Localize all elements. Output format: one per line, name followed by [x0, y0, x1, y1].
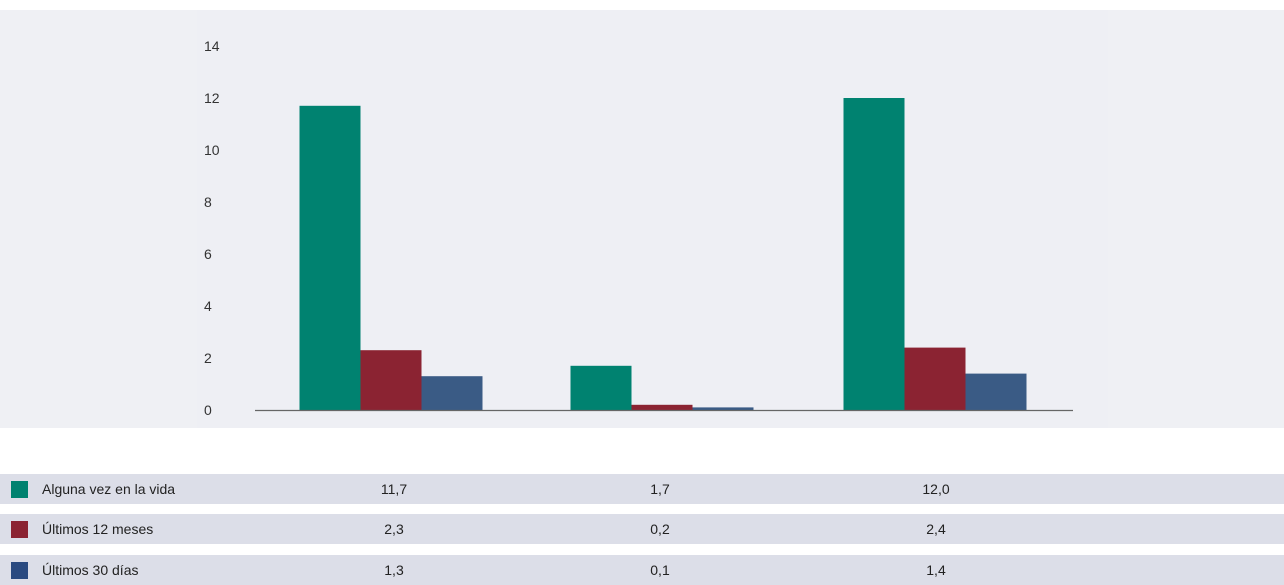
row-label: Últimos 12 meses: [42, 521, 154, 537]
table-row: Últimos 12 meses 2,3 0,2 2,4: [0, 514, 1284, 544]
bar-series-3: [692, 407, 754, 410]
row-label: Últimos 30 días: [42, 562, 139, 578]
table-cell: 11,7: [380, 481, 408, 497]
table-cell: 1,7: [650, 481, 670, 497]
legend-swatch-series-3: [11, 562, 28, 579]
bar-series-3: [421, 376, 483, 410]
table-row: Últimos 30 días 1,3 0,1 1,4: [0, 555, 1284, 585]
y-tick-label: 12: [204, 90, 220, 106]
row-label: Alguna vez en la vida: [42, 481, 176, 497]
bar-series-2: [904, 347, 966, 410]
table-cell: 1,3: [384, 562, 404, 578]
bar-series-1: [570, 365, 632, 410]
table-cell: 0,2: [650, 521, 670, 537]
bar-series-3: [965, 373, 1027, 410]
bar-series-2: [360, 350, 422, 410]
bar-series-1: [299, 105, 361, 411]
table-row: Alguna vez en la vida 11,7 1,7 12,0: [0, 474, 1284, 504]
y-tick-label: 2: [204, 350, 212, 366]
bar-series-2: [631, 404, 693, 410]
table-cell: 2,3: [384, 521, 404, 537]
y-tick-label: 10: [204, 142, 220, 158]
legend-swatch-series-1: [11, 481, 28, 498]
y-tick-label: 0: [204, 402, 212, 418]
table-cell: 12,0: [922, 481, 950, 497]
bar-chart: 02468101214Cocaína polvoCocaína baseCoca…: [204, 38, 1073, 418]
chart-panel: 02468101214Cocaína polvoCocaína baseCoca…: [0, 10, 1284, 428]
table-cell: 0,1: [650, 562, 670, 578]
bar-series-1: [843, 98, 905, 410]
y-tick-label: 4: [204, 298, 212, 314]
y-tick-label: 8: [204, 194, 212, 210]
y-tick-label: 14: [204, 38, 220, 54]
y-tick-label: 6: [204, 246, 212, 262]
legend-swatch-series-2: [11, 521, 28, 538]
table-cell: 2,4: [926, 521, 946, 537]
table-cell: 1,4: [926, 562, 946, 578]
